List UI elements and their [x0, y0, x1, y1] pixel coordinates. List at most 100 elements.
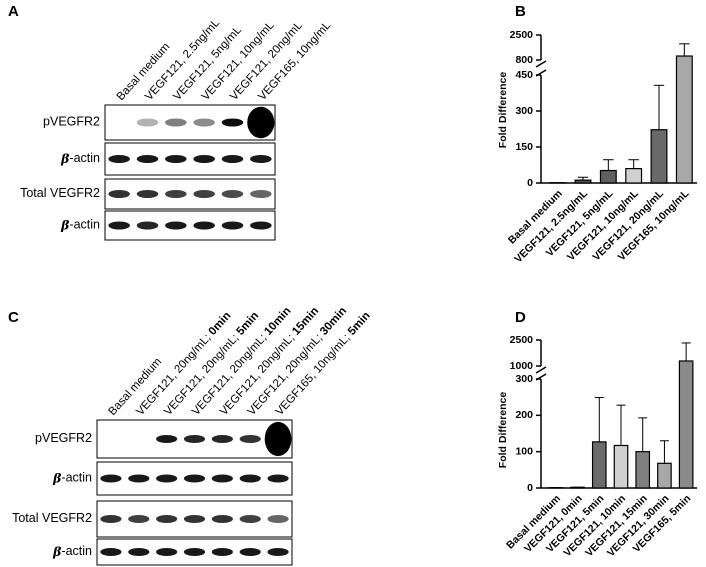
band: [100, 474, 122, 483]
band: [165, 118, 187, 127]
row-label: Total VEGFR2: [12, 511, 92, 525]
bar: [625, 168, 643, 184]
band: [211, 474, 233, 483]
band: [165, 221, 187, 230]
row-label: Total VEGFR2: [20, 186, 100, 200]
band: [108, 221, 130, 230]
bar: [678, 360, 694, 489]
row-text: pVEGFR2: [43, 115, 100, 129]
band: [267, 515, 289, 523]
row-text: -actin: [61, 544, 92, 558]
band: [250, 155, 272, 163]
row-symbol: β: [52, 470, 62, 485]
bar: [599, 169, 617, 184]
blot-box: [104, 210, 276, 241]
bar: [574, 179, 592, 184]
y-tick-label: 800: [515, 54, 533, 66]
band: [221, 155, 244, 163]
band: [221, 221, 244, 230]
band: [221, 118, 244, 127]
band: [128, 515, 150, 523]
band: [239, 548, 261, 556]
row-text: -actin: [61, 471, 92, 485]
bar: [675, 55, 693, 184]
bar: [650, 129, 668, 184]
blot-box: [104, 178, 276, 210]
lane-emphasis: 0min: [207, 310, 234, 338]
row-text: -actin: [69, 151, 100, 165]
y-tick-label: 0: [527, 177, 533, 189]
axis-break: [535, 60, 547, 68]
band: [211, 548, 233, 556]
band: [250, 221, 272, 230]
band: [183, 435, 206, 443]
bar: [613, 444, 629, 489]
band: [247, 106, 275, 139]
band: [136, 155, 159, 163]
band: [211, 515, 233, 523]
band: [211, 435, 233, 443]
y-tick-label: 1000: [510, 360, 534, 372]
row-text: Total VEGFR2: [12, 511, 92, 525]
y-tick-label: 0: [527, 482, 533, 494]
band: [183, 515, 206, 523]
band: [156, 515, 178, 523]
row-label: pVEGFR2: [43, 115, 100, 129]
y-axis-label: Fold Difference: [497, 392, 509, 469]
band: [193, 155, 215, 163]
band: [264, 421, 292, 457]
band: [165, 155, 187, 163]
band: [239, 515, 261, 523]
row-symbol: β: [52, 544, 62, 559]
band: [267, 474, 289, 483]
row-label: β-actin: [52, 544, 92, 559]
band: [250, 190, 272, 198]
band: [128, 548, 150, 556]
band: [165, 190, 187, 198]
y-tick-label: 300: [515, 105, 533, 117]
y-tick-label: 100: [515, 445, 533, 457]
band: [193, 190, 215, 198]
axis-break: [535, 366, 547, 374]
blot-box: [104, 104, 276, 141]
bar: [591, 441, 607, 489]
band: [128, 474, 150, 483]
y-tick-label: 200: [515, 409, 533, 421]
y-tick-label: 2500: [510, 29, 534, 41]
band: [156, 474, 178, 483]
y-tick-label: 150: [515, 141, 533, 153]
row-label: β-actin: [60, 217, 100, 232]
row-label: pVEGFR2: [35, 431, 92, 445]
band: [193, 221, 215, 230]
blot-box: [104, 142, 276, 176]
band: [136, 190, 159, 198]
band: [183, 548, 206, 556]
panel-label: B: [515, 3, 526, 20]
row-label: β-actin: [60, 151, 100, 166]
band: [108, 190, 130, 198]
row-symbol: β: [60, 217, 70, 232]
band: [108, 155, 130, 163]
band: [239, 474, 261, 483]
panel-label: A: [8, 3, 19, 20]
row-symbol: β: [60, 151, 70, 166]
band: [100, 515, 122, 523]
bar: [657, 462, 672, 489]
band: [136, 221, 159, 230]
y-axis-label: Fold Difference: [497, 72, 509, 149]
panel-label: D: [515, 309, 526, 326]
band: [193, 118, 215, 127]
row-text: Total VEGFR2: [20, 186, 100, 200]
row-label: β-actin: [52, 470, 92, 485]
y-tick-label: 300: [515, 373, 533, 385]
band: [183, 474, 206, 483]
band: [136, 118, 159, 127]
y-tick-label: 450: [515, 69, 533, 81]
bar: [635, 451, 651, 489]
y-tick-label: 2500: [510, 334, 534, 346]
band: [156, 548, 178, 556]
band: [221, 190, 244, 198]
band: [239, 435, 261, 443]
band: [156, 435, 178, 443]
